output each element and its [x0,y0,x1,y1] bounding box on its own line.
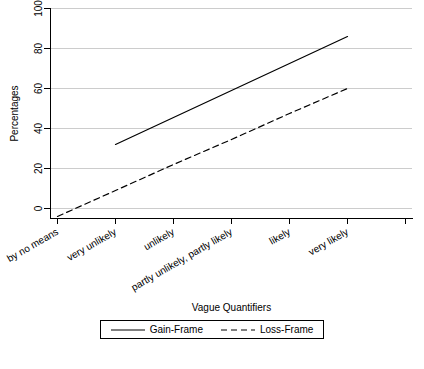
svg-text:very likely: very likely [307,226,351,257]
svg-text:80: 80 [33,43,44,55]
svg-text:60: 60 [33,83,44,95]
svg-text:100: 100 [33,0,44,17]
svg-text:likely: likely [267,226,292,247]
svg-text:0: 0 [33,205,44,211]
html-text:Gain-Frame: Gain-Frame [149,324,203,335]
svg-text:very unlikely: very unlikely [65,226,118,263]
svg-text:Vague Quantifiers: Vague Quantifiers [192,302,271,313]
svg-text:20: 20 [33,163,44,175]
html-text:Loss-Frame: Loss-Frame [260,324,314,335]
svg-text:unlikely: unlikely [142,226,176,252]
svg-text:40: 40 [33,123,44,135]
svg-text:by no means: by no means [5,226,60,264]
svg-text:partly unlikely, partly likely: partly unlikely, partly likely [129,226,234,293]
svg-text:Percentages: Percentages [9,85,20,141]
